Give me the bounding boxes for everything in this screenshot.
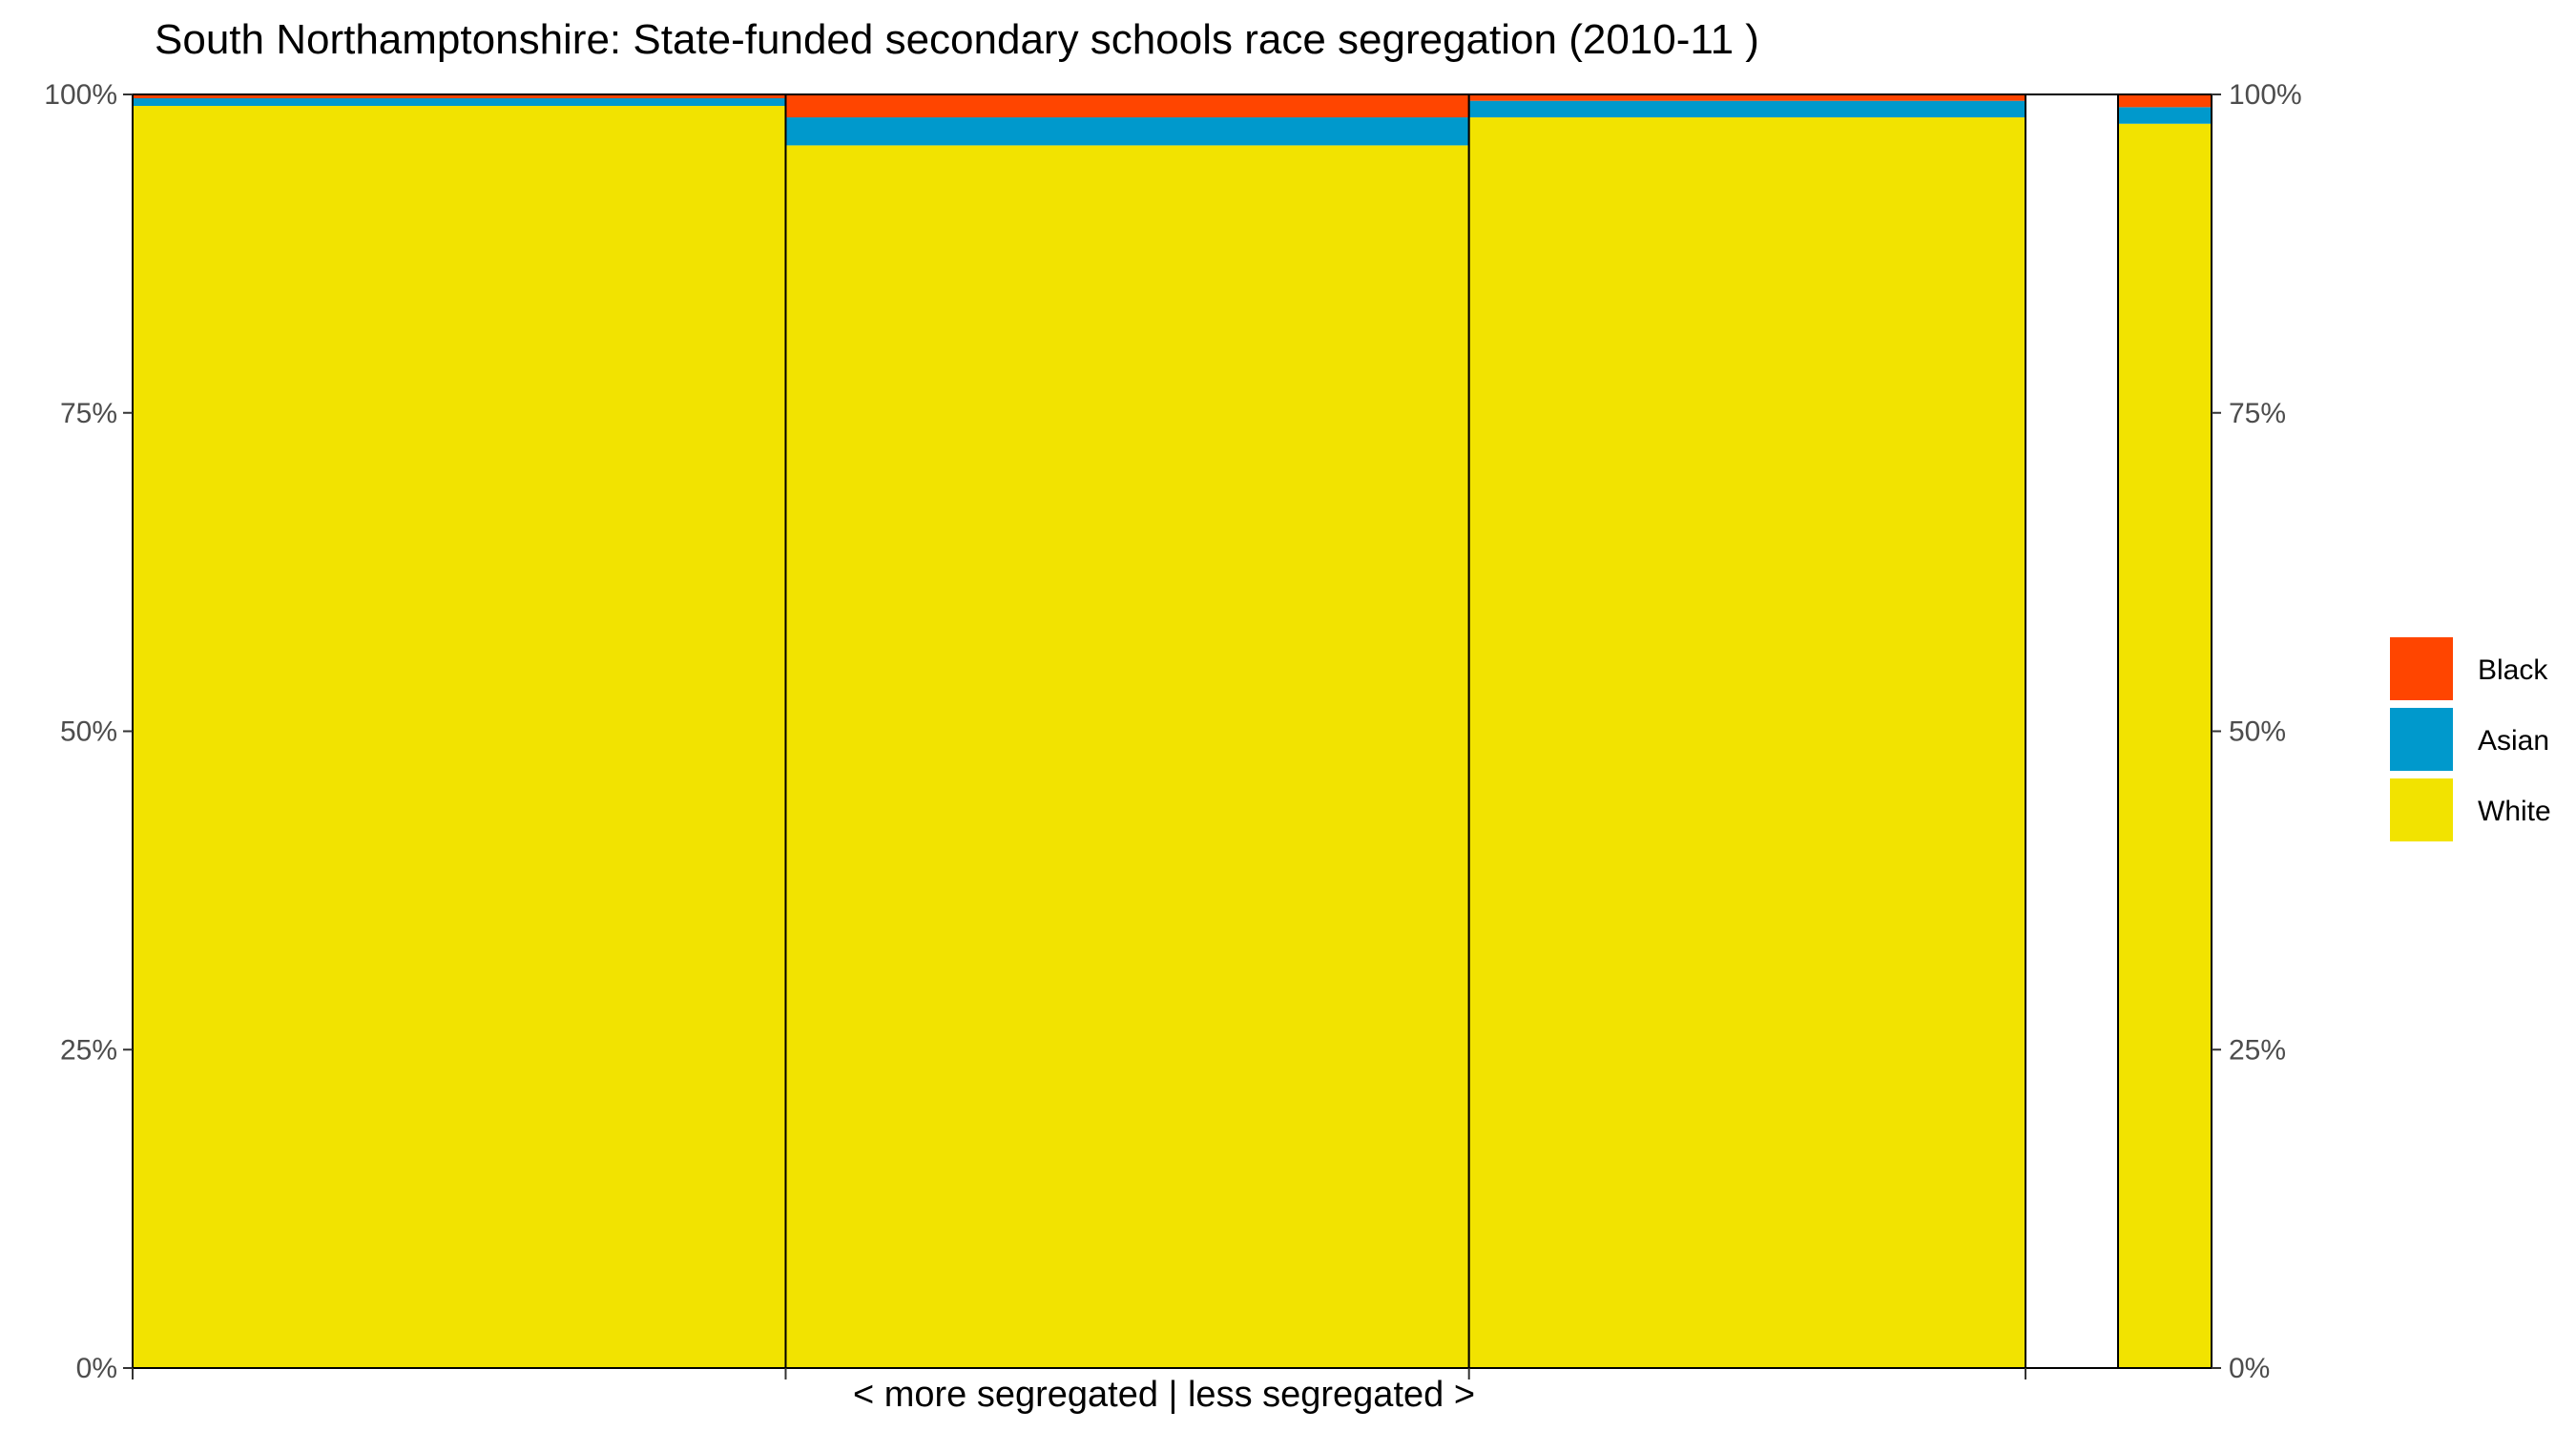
- school-3-column-asian-segment: [1468, 100, 2025, 118]
- left-y-tick-label: 100%: [44, 79, 117, 111]
- school-1-column-asian-segment: [133, 98, 786, 107]
- right-y-tick-label: 0%: [2229, 1353, 2270, 1384]
- plot-area: [132, 93, 2212, 1369]
- total-column-asian-segment: [2118, 107, 2212, 124]
- school-3-column-black-segment: [1468, 94, 2025, 101]
- legend-label-black: Black: [2478, 654, 2548, 686]
- legend: Black Asian White: [2390, 637, 2551, 841]
- right-y-tick-label: 75%: [2229, 398, 2286, 429]
- left-y-tick-label: 0%: [76, 1353, 117, 1384]
- school-2-column-asian-segment: [785, 117, 1469, 146]
- gap-column: [2025, 93, 2119, 1369]
- left-y-tick-label: 50%: [60, 716, 117, 748]
- chart-title: South Northamptonshire: State-funded sec…: [155, 16, 1759, 63]
- legend-label-white: White: [2478, 796, 2551, 827]
- legend-swatch-asian: [2390, 708, 2453, 771]
- legend-swatch-white: [2390, 778, 2453, 841]
- axes: 0% 0% 25% 25% 50% 50% 75% 75% 100% 100%: [44, 79, 2301, 1384]
- school-2-column-black-segment: [785, 94, 1469, 118]
- right-y-tick-label: 25%: [2229, 1034, 2286, 1066]
- left-y-tick-label: 25%: [60, 1034, 117, 1066]
- school-1-column-white-segment: [133, 106, 786, 1368]
- left-y-tick-label: 75%: [60, 398, 117, 429]
- right-y-tick-label: 50%: [2229, 716, 2286, 748]
- school-3-column-white-segment: [1468, 117, 2025, 1368]
- total-column-white-segment: [2118, 123, 2212, 1369]
- legend-label-asian: Asian: [2478, 725, 2549, 757]
- x-axis-label: < more segregated | less segregated >: [853, 1375, 1475, 1415]
- school-2-column-white-segment: [785, 145, 1469, 1368]
- legend-swatch-black: [2390, 637, 2453, 700]
- total-column-black-segment: [2118, 94, 2212, 108]
- school-1-column-black-segment: [133, 94, 786, 99]
- right-y-tick-label: 100%: [2229, 79, 2302, 111]
